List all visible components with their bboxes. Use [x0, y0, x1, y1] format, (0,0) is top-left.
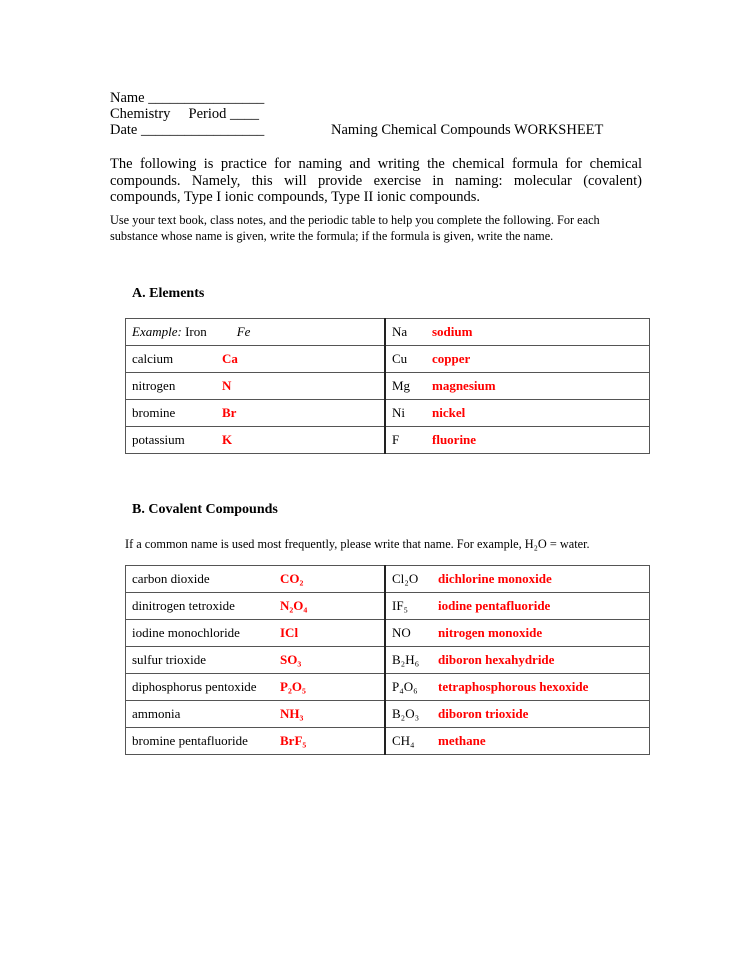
- formula[interactable]: BrF₅: [280, 733, 307, 748]
- symbol: NO: [392, 625, 411, 640]
- table-row: dinitrogen tetroxide N₂O₄ IF₅ iodine penta…: [125, 592, 650, 620]
- formula[interactable]: SO₃: [280, 652, 302, 667]
- table-row: ammonia NH₃ B₂O₃ diboron trioxide: [125, 700, 650, 728]
- symbol: Ni: [392, 405, 405, 420]
- answer-name[interactable]: copper: [432, 351, 471, 366]
- answer-name[interactable]: diboron trioxide: [438, 706, 529, 721]
- covalent-table: carbon dioxide CO₂ Cl₂O dichlorine monoxid…: [125, 565, 650, 755]
- symbol-cell: Cl₂O dichlorine monoxide: [384, 565, 650, 593]
- compound-name: diphosphorus pentoxide: [132, 679, 257, 694]
- chemistry-period-line: Chemistry Period ____: [110, 106, 260, 122]
- symbol-cell: Ni nickel: [384, 399, 650, 427]
- compound-name: iodine monochloride: [132, 625, 240, 640]
- formula[interactable]: ICl: [280, 625, 299, 640]
- name-cell: Example: Iron Fe: [125, 318, 386, 346]
- compound-name: sulfur trioxide: [132, 652, 207, 667]
- formula[interactable]: NH₃: [280, 706, 304, 721]
- answer-name[interactable]: iodine pentafluoride: [438, 598, 551, 613]
- section-b-heading: B. Covalent Compounds: [132, 502, 278, 517]
- table-row: Example: Iron Fe Na sodium: [125, 318, 650, 346]
- symbol: IF₅: [392, 598, 409, 613]
- answer-name[interactable]: sodium: [432, 324, 473, 339]
- answer-name[interactable]: nitrogen monoxide: [438, 625, 543, 640]
- table-row: calcium Ca Cu copper: [125, 345, 650, 373]
- name-line: Name ________________: [110, 90, 265, 106]
- compound-name: Iron: [185, 324, 207, 339]
- name-cell: diphosphorus pentoxide P₂O₅: [125, 673, 386, 701]
- formula[interactable]: K: [222, 432, 233, 447]
- symbol-cell: Cu copper: [384, 345, 650, 373]
- table-row: nitrogen N Mg magnesium: [125, 372, 650, 400]
- symbol: Mg: [392, 378, 411, 393]
- answer-name[interactable]: fluorine: [432, 432, 477, 447]
- name-cell: dinitrogen tetroxide N₂O₄: [125, 592, 386, 620]
- worksheet-title: Naming Chemical Compounds WORKSHEET: [331, 122, 604, 138]
- name-cell: ammonia NH₃: [125, 700, 386, 728]
- symbol-cell: CH₄ methane: [384, 727, 650, 755]
- symbol-cell: B₂O₃ diboron trioxide: [384, 700, 650, 728]
- compound-name: dinitrogen tetroxide: [132, 598, 235, 613]
- symbol: P₄O₆: [392, 679, 418, 694]
- symbol: F: [392, 432, 400, 447]
- name-cell: carbon dioxide CO₂: [125, 565, 386, 593]
- answer-name[interactable]: dichlorine monoxide: [438, 571, 552, 586]
- name-cell: potassium K: [125, 426, 386, 454]
- instructions: Use your text book, class notes, and the…: [110, 213, 600, 243]
- example-label: Example:: [132, 324, 182, 339]
- compound-name: bromine: [132, 405, 176, 420]
- name-cell: bromine Br: [125, 399, 386, 427]
- symbol: Cu: [392, 351, 408, 366]
- symbol-cell: Mg magnesium: [384, 372, 650, 400]
- name-cell: nitrogen N: [125, 372, 386, 400]
- compound-name: carbon dioxide: [132, 571, 210, 586]
- formula[interactable]: CO₂: [280, 571, 304, 586]
- symbol-cell: P₄O₆ tetraphosphorous hexoxide: [384, 673, 650, 701]
- symbol-cell: NO nitrogen monoxide: [384, 619, 650, 647]
- formula[interactable]: Br: [222, 405, 237, 420]
- compound-name: bromine pentafluoride: [132, 733, 248, 748]
- compound-name: ammonia: [132, 706, 181, 721]
- symbol-cell: Na sodium: [384, 318, 650, 346]
- name-cell: bromine pentafluoride BrF₅: [125, 727, 386, 755]
- table-row: bromine Br Ni nickel: [125, 399, 650, 427]
- table-row: iodine monochloride ICl NO nitrogen monoxi…: [125, 619, 650, 647]
- formula[interactable]: N: [222, 378, 232, 393]
- section-b-note: If a common name is used most frequently…: [125, 537, 590, 551]
- symbol: B₂H₆: [392, 652, 420, 667]
- symbol-cell: B₂H₆ diboron hexahydride: [384, 646, 650, 674]
- intro-paragraph: The following is practice for naming and…: [110, 156, 642, 205]
- symbol: Na: [392, 324, 408, 339]
- answer-name[interactable]: diboron hexahydride: [438, 652, 555, 667]
- compound-name: calcium: [132, 351, 174, 366]
- answer-name[interactable]: nickel: [432, 405, 466, 420]
- formula[interactable]: P₂O₅: [280, 679, 306, 694]
- elements-table: Example: Iron Fe Na sodium calcium Ca Cu cop…: [125, 318, 650, 454]
- section-a-heading: A. Elements: [132, 286, 205, 301]
- table-row: bromine pentafluoride BrF₅ CH₄ methane: [125, 727, 650, 755]
- compound-name: potassium: [132, 432, 185, 447]
- answer-name[interactable]: tetraphosphorous hexoxide: [438, 679, 589, 694]
- table-row: diphosphorus pentoxide P₂O₅ P₄O₆ tetraphos…: [125, 673, 650, 701]
- answer-name[interactable]: magnesium: [432, 378, 496, 393]
- table-row: carbon dioxide CO₂ Cl₂O dichlorine monoxid…: [125, 565, 650, 593]
- symbol-cell: IF₅ iodine pentafluoride: [384, 592, 650, 620]
- name-cell: sulfur trioxide SO₃: [125, 646, 386, 674]
- symbol: B₂O₃: [392, 706, 420, 721]
- name-cell: iodine monochloride ICl: [125, 619, 386, 647]
- date-line: Date _________________: [110, 122, 265, 138]
- compound-name: nitrogen: [132, 378, 176, 393]
- symbol: Cl₂O: [392, 571, 419, 586]
- name-cell: calcium Ca: [125, 345, 386, 373]
- symbol: CH₄: [392, 733, 415, 748]
- formula[interactable]: N₂O₄: [280, 598, 308, 613]
- answer-name[interactable]: methane: [438, 733, 486, 748]
- formula[interactable]: Fe: [236, 324, 251, 339]
- table-row: sulfur trioxide SO₃ B₂H₆ diboron hexahydri…: [125, 646, 650, 674]
- formula[interactable]: Ca: [222, 351, 238, 366]
